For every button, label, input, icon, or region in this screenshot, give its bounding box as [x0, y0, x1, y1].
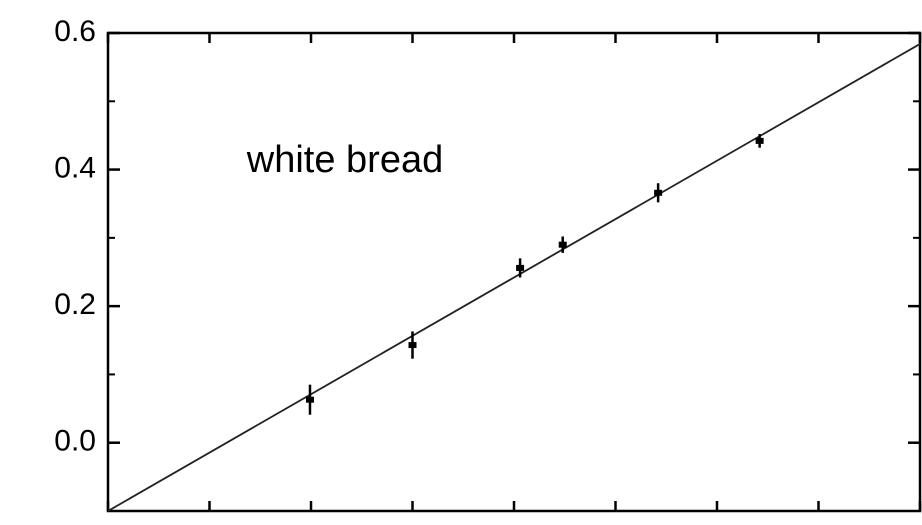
- annotation: white bread: [246, 139, 443, 181]
- data-point: [654, 189, 663, 196]
- y-tick-label: 0.4: [54, 151, 96, 184]
- y-tick-label: 0.0: [54, 425, 96, 458]
- plot-frame: [106, 31, 922, 513]
- fit-line: [107, 43, 921, 512]
- data-point: [755, 137, 764, 144]
- y-tick-label: 0.6: [54, 15, 96, 48]
- y-tick-label: 0.2: [54, 288, 96, 321]
- data-point: [305, 396, 314, 403]
- data-point: [408, 342, 417, 349]
- data-point: [558, 241, 567, 248]
- data-point: [516, 264, 525, 271]
